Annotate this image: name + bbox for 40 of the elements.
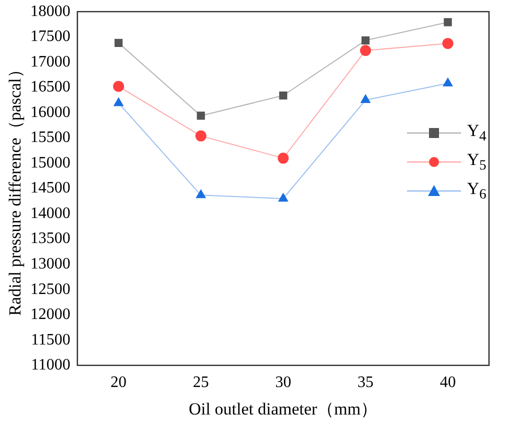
y-tick-label: 17500 <box>30 28 70 46</box>
point <box>444 18 452 26</box>
point <box>196 190 206 198</box>
point <box>360 45 372 56</box>
point <box>279 91 288 100</box>
x-tick-label: 30 <box>275 374 292 392</box>
y-tick-label: 14500 <box>30 180 70 197</box>
point <box>196 112 205 120</box>
legend-label: Y$_{4}$ <box>467 120 486 146</box>
x-tick-label: 20 <box>110 374 127 392</box>
y-tick-label: 17000 <box>30 53 70 70</box>
y-tick-label: 18000 <box>30 2 70 20</box>
point <box>113 80 124 92</box>
point <box>114 38 123 47</box>
x-tick-label: 25 <box>192 374 209 392</box>
x-tick-label: 40 <box>440 374 456 392</box>
y-axis-title: Radial pressure difference（pascal） <box>6 61 25 316</box>
y-tick-label: 16500 <box>30 78 70 96</box>
point <box>443 78 453 86</box>
y-tick-label: 12500 <box>30 280 70 298</box>
point <box>361 36 370 44</box>
y-tick-label: 13500 <box>30 230 70 248</box>
x-axis-title: Oil outlet diameter（mm） <box>188 399 378 418</box>
y-tick-label: 11000 <box>30 356 70 374</box>
legend-label: Y$_{5}$ <box>467 150 486 174</box>
y-tick-label: 11500 <box>30 331 70 348</box>
y-tick-label: 15500 <box>30 129 70 146</box>
y-tick-label: 16000 <box>30 104 70 121</box>
point <box>360 94 370 104</box>
point <box>195 130 206 142</box>
x-tick-label: 35 <box>358 374 374 392</box>
point <box>278 193 288 202</box>
y-tick-label: 14000 <box>30 204 70 222</box>
point <box>278 152 289 164</box>
y-tick-label: 13000 <box>30 256 70 273</box>
legend-label: Y$_{6}$ <box>467 178 486 204</box>
y-tick-label: 15000 <box>30 154 70 172</box>
point <box>442 38 454 49</box>
y-tick-label: 12000 <box>30 306 70 324</box>
point <box>114 98 124 106</box>
